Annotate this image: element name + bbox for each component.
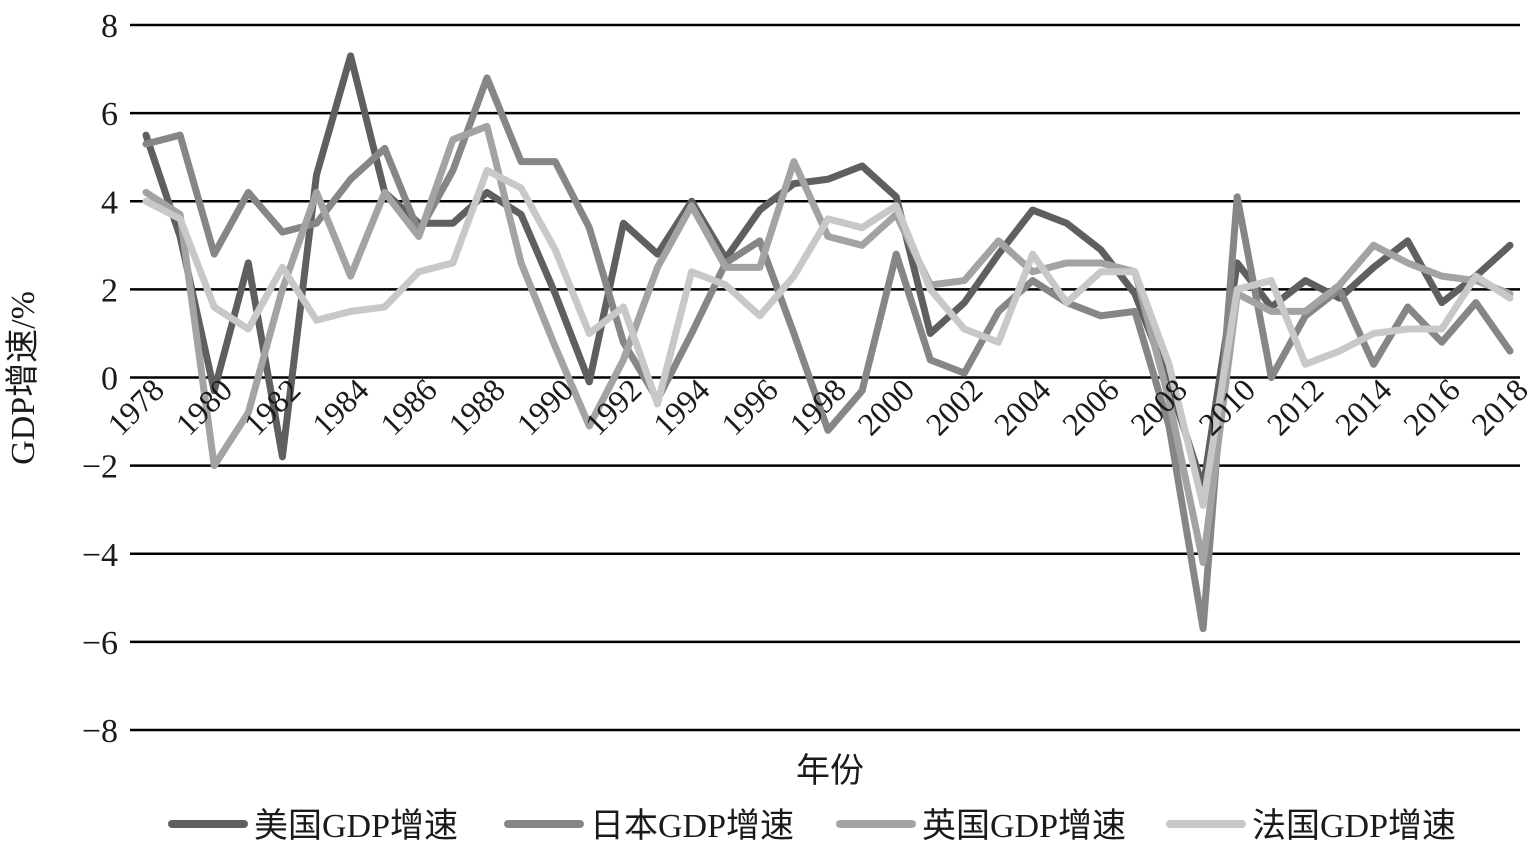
y-tick-label: 0 (101, 361, 118, 398)
legend: 美国GDP增速 日本GDP增速 英国GDP增速 法国GDP增速 (168, 807, 1456, 845)
x-tick-label: 1998 (782, 371, 853, 442)
x-tick-label: 1996 (714, 371, 785, 442)
x-tick-label: 1986 (373, 371, 444, 442)
y-tick-label: −4 (82, 537, 118, 574)
y-tick-label: −8 (82, 713, 118, 750)
y-tick-label: −6 (82, 625, 118, 662)
x-tick-label: 2012 (1260, 371, 1331, 442)
y-axis-ticks: 8 6 4 2 0 −2 −4 −6 −8 (82, 8, 118, 750)
x-tick-label: 1984 (305, 371, 376, 442)
series-line-2 (142, 122, 1514, 567)
y-axis-title: GDP增速/% (4, 291, 42, 465)
x-tick-label: 1980 (168, 371, 239, 442)
series-line-0 (142, 52, 1514, 492)
x-axis-title: 年份 (796, 752, 864, 790)
series-line-3 (142, 166, 1514, 509)
y-tick-label: −2 (82, 449, 118, 486)
x-tick-label: 2006 (1055, 371, 1126, 442)
x-axis-ticks: 1978198019821984198619881990199219941996… (100, 371, 1535, 442)
x-tick-label: 2018 (1464, 371, 1535, 442)
legend-label-0: 美国GDP增速 (254, 807, 458, 845)
x-tick-label: 1994 (646, 371, 717, 442)
x-tick-label: 1982 (237, 371, 308, 442)
y-tick-label: 8 (101, 8, 118, 45)
legend-label-2: 英国GDP增速 (922, 807, 1126, 845)
series-line-1 (142, 74, 1514, 633)
x-tick-label: 2002 (919, 371, 990, 442)
x-tick-label: 2016 (1396, 371, 1467, 442)
y-tick-label: 4 (101, 184, 118, 221)
y-tick-label: 2 (101, 272, 118, 309)
series-lines (142, 52, 1514, 633)
legend-label-1: 日本GDP增速 (590, 807, 794, 845)
x-tick-label: 2010 (1191, 371, 1262, 442)
x-tick-label: 2014 (1328, 371, 1399, 442)
legend-label-3: 法国GDP增速 (1252, 807, 1456, 845)
x-tick-label: 1988 (441, 371, 512, 442)
x-tick-label: 2004 (987, 371, 1058, 442)
y-tick-label: 6 (101, 96, 118, 133)
